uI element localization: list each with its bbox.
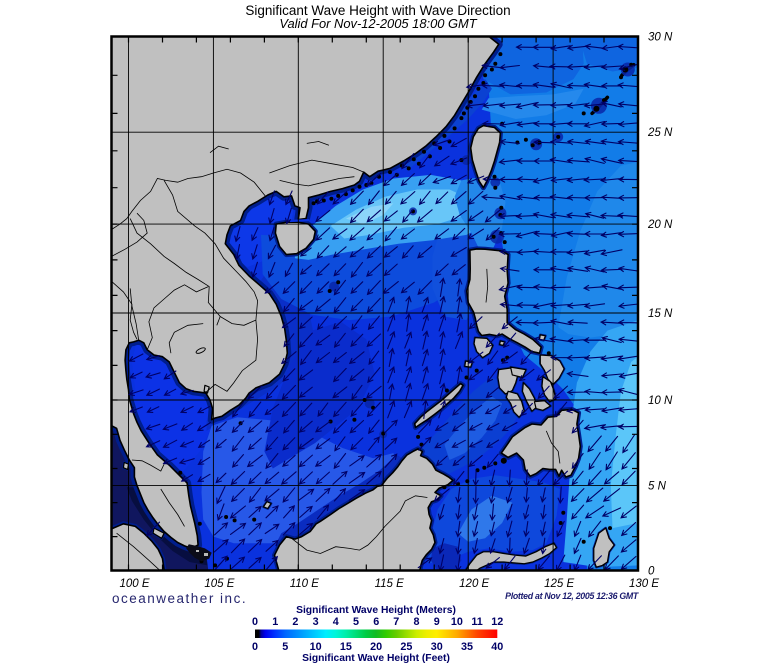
svg-text:130 E: 130 E	[629, 578, 659, 590]
svg-text:Plotted at Nov 12, 2005 12:36: Plotted at Nov 12, 2005 12:36 GMT	[505, 591, 639, 601]
svg-text:15: 15	[340, 641, 352, 653]
svg-text:4: 4	[333, 616, 339, 628]
svg-text:Valid For Nov-12-2005 18:00 GM: Valid For Nov-12-2005 18:00 GMT	[279, 16, 477, 31]
svg-text:0: 0	[252, 641, 258, 653]
svg-text:25: 25	[400, 641, 412, 653]
svg-text:Significant Wave Height with W: Significant Wave Height with Wave Direct…	[245, 3, 510, 18]
svg-text:10 N: 10 N	[648, 395, 673, 407]
svg-text:Significant Wave Height (Feet): Significant Wave Height (Feet)	[302, 653, 450, 664]
svg-text:6: 6	[373, 616, 379, 628]
svg-text:10: 10	[310, 641, 322, 653]
svg-text:110 E: 110 E	[290, 578, 320, 590]
svg-text:40: 40	[491, 641, 503, 653]
svg-text:30: 30	[431, 641, 443, 653]
svg-text:5: 5	[353, 616, 359, 628]
svg-text:8: 8	[413, 616, 419, 628]
svg-text:9: 9	[434, 616, 440, 628]
svg-text:20: 20	[370, 641, 382, 653]
svg-text:100 E: 100 E	[119, 578, 149, 590]
svg-text:30 N: 30 N	[648, 32, 673, 44]
svg-text:35: 35	[461, 641, 473, 653]
svg-text:11: 11	[471, 616, 482, 628]
svg-text:7: 7	[393, 616, 399, 628]
svg-text:Significant Wave Height (Meter: Significant Wave Height (Meters)	[296, 605, 456, 616]
svg-text:oceanweather inc.: oceanweather inc.	[112, 591, 247, 606]
svg-text:1: 1	[272, 616, 278, 628]
svg-text:15 N: 15 N	[648, 308, 673, 320]
svg-text:125 E: 125 E	[544, 578, 574, 590]
svg-text:3: 3	[313, 616, 319, 628]
svg-text:0: 0	[252, 616, 258, 628]
svg-text:105 E: 105 E	[204, 578, 234, 590]
svg-text:10: 10	[451, 616, 463, 628]
svg-text:2: 2	[292, 616, 298, 628]
svg-text:20 N: 20 N	[647, 219, 673, 231]
svg-text:12: 12	[491, 616, 503, 628]
svg-text:115 E: 115 E	[375, 578, 405, 590]
svg-text:5: 5	[282, 641, 288, 653]
svg-text:25 N: 25 N	[647, 127, 673, 139]
svg-text:120 E: 120 E	[459, 578, 489, 590]
svg-text:5 N: 5 N	[648, 481, 667, 493]
svg-text:0: 0	[648, 566, 655, 578]
